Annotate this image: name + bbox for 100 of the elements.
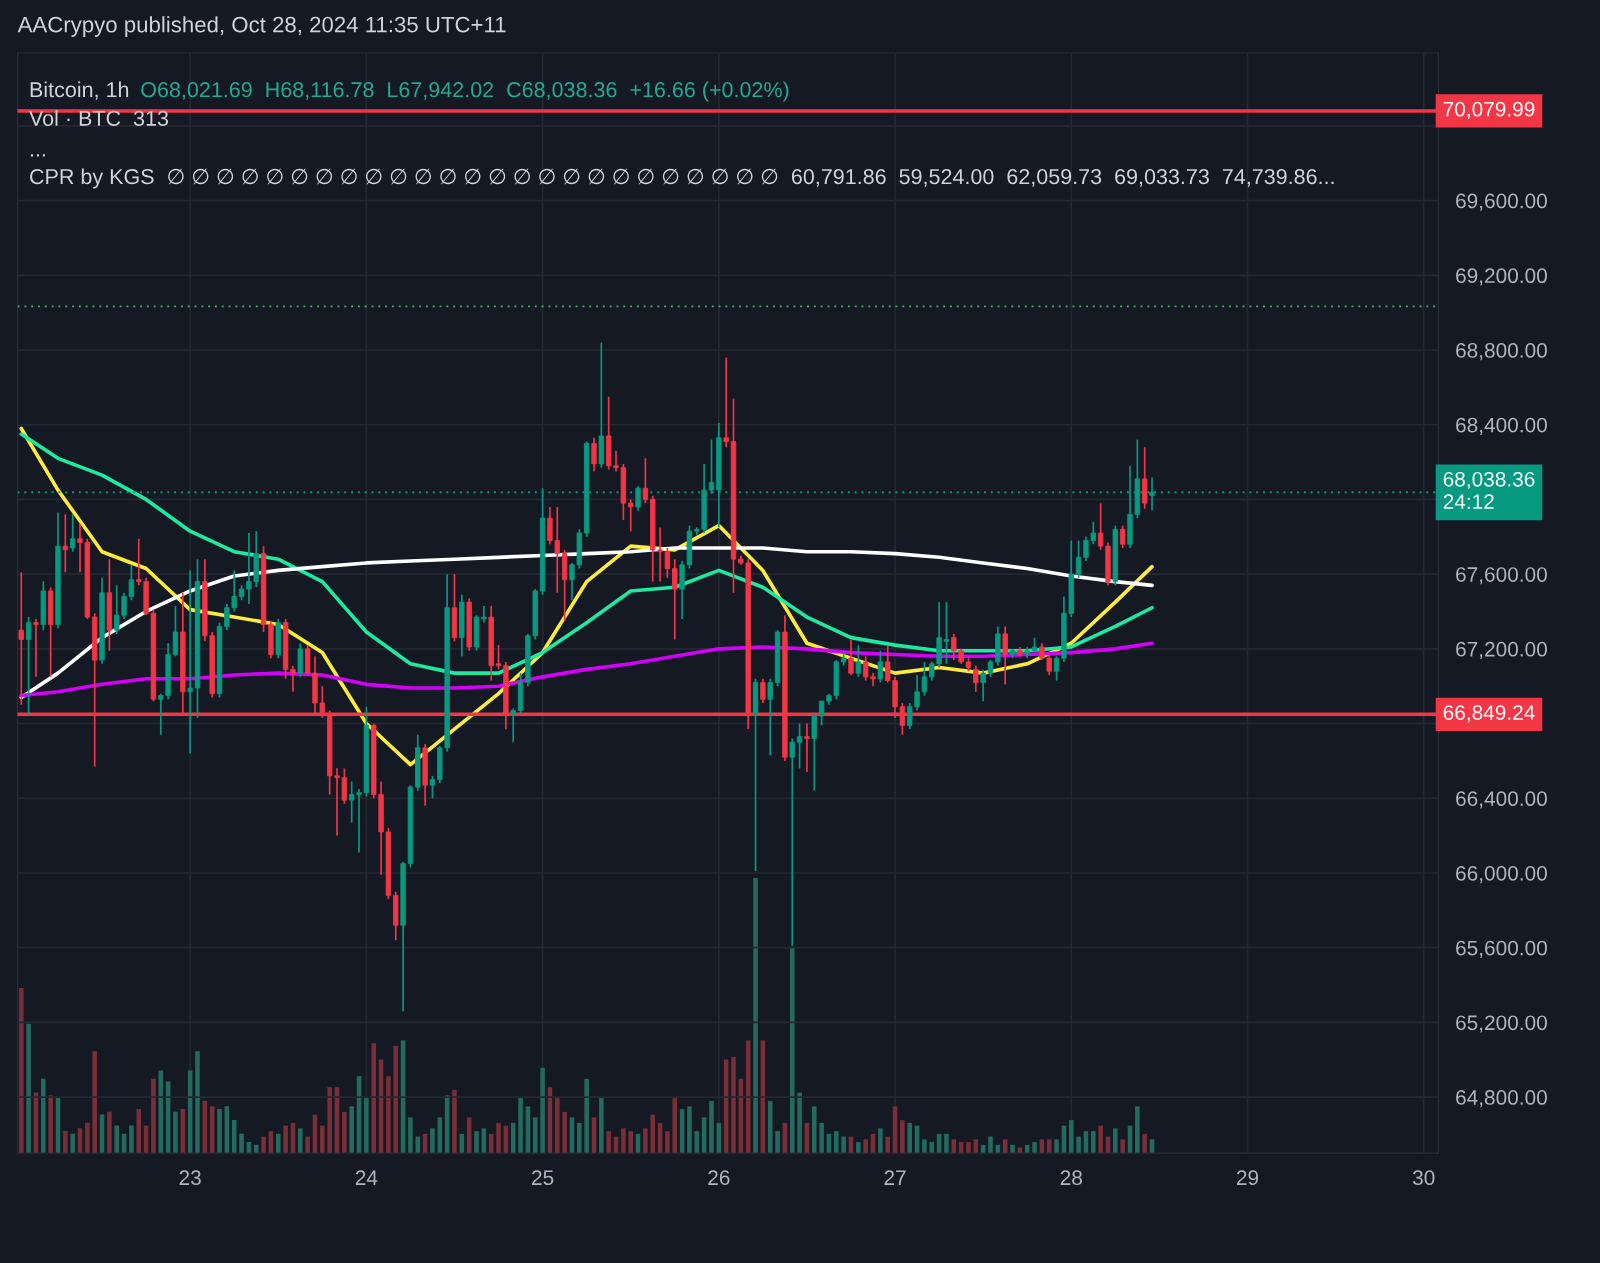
candlestick: [591, 436, 597, 473]
bar: [1076, 1136, 1081, 1154]
candlestick: [429, 775, 436, 800]
candlestick: [481, 605, 487, 624]
chart-title: AACrypyo published, Oct 28, 2024 11:35 UTC+11: [17, 16, 506, 37]
candlestick: [62, 513, 69, 574]
candlestick: [804, 722, 810, 773]
bar: [19, 988, 24, 1154]
annotation: Vol · BTC 313: [29, 110, 169, 126]
candlestick: [789, 737, 795, 947]
bar: [650, 1114, 656, 1154]
bar: [408, 1117, 413, 1154]
bar: [878, 1128, 883, 1154]
bar: [275, 1133, 281, 1154]
x-tick-label: 29: [1236, 1170, 1259, 1186]
bar: [540, 1067, 545, 1154]
bar: [863, 1139, 868, 1154]
bar: [253, 1144, 259, 1154]
y-tick-label: 66,400.00: [1456, 791, 1547, 809]
annotation: ...: [30, 154, 45, 157]
y-tick-label: 69,200.00: [1456, 268, 1547, 286]
y-tick-label: 65,600.00: [1456, 940, 1547, 958]
bar: [841, 1136, 846, 1154]
bar: [1046, 1139, 1052, 1154]
y-tick-label: 68,400.00: [1456, 417, 1547, 435]
candlestick: [642, 457, 649, 504]
x-tick-label: 30: [1412, 1170, 1435, 1186]
bar: [415, 1136, 421, 1154]
bar: [1098, 1125, 1103, 1154]
bar: [1091, 1131, 1096, 1154]
bar: [114, 1125, 119, 1154]
candlestick: [796, 722, 803, 770]
candlestick: [973, 664, 979, 693]
x-tick-label: 28: [1060, 1170, 1082, 1186]
bar: [900, 1120, 905, 1154]
candlestick: [1002, 625, 1008, 686]
bar: [687, 1106, 692, 1154]
bar: [48, 1095, 53, 1154]
bar: [349, 1106, 354, 1154]
bar: [907, 1122, 913, 1154]
annotation: O68,021.69 H68,116.78 L67,942.02 C68,038.36 +16.66 (+0.02%): [141, 81, 789, 102]
bar: [342, 1111, 347, 1154]
x-tick-label: 23: [179, 1170, 201, 1186]
candlestick: [855, 644, 862, 678]
y-tick-label: 65,200.00: [1456, 1015, 1547, 1033]
bar: [298, 1128, 303, 1154]
bar: [195, 1051, 200, 1154]
bar: [819, 1122, 824, 1154]
bar: [1068, 1120, 1074, 1154]
candlestick: [1119, 524, 1126, 549]
bar: [922, 1139, 927, 1154]
bar: [753, 878, 758, 1154]
bar: [386, 1076, 391, 1154]
bar: [643, 1128, 648, 1154]
bar: [929, 1142, 935, 1154]
bar: [812, 1106, 817, 1154]
candlestick: [811, 713, 817, 792]
bar: [239, 1133, 244, 1154]
bar: [151, 1078, 156, 1154]
bar: [562, 1111, 567, 1154]
bar: [261, 1136, 266, 1154]
bar: [1032, 1142, 1037, 1154]
bar: [85, 1122, 90, 1154]
bar: [988, 1136, 993, 1154]
bar: [26, 1023, 31, 1154]
candlestick: [672, 558, 678, 641]
bar: [966, 1142, 971, 1154]
x-tick-label: 26: [708, 1170, 730, 1186]
candlestick: [69, 513, 76, 553]
y-tick-label: 68,800.00: [1456, 343, 1547, 361]
bar: [834, 1131, 839, 1154]
bar: [283, 1125, 288, 1154]
bar: [577, 1122, 582, 1154]
bar: [430, 1128, 435, 1154]
bar: [1010, 1144, 1015, 1154]
bar: [665, 1131, 670, 1154]
bar: [944, 1133, 949, 1154]
y-tick-label: 64,800.00: [1456, 1090, 1547, 1108]
bar: [856, 1142, 861, 1154]
bar: [327, 1087, 332, 1154]
bar: [510, 1122, 516, 1154]
bar: [173, 1111, 178, 1154]
candlestick: [980, 668, 986, 702]
y-tick-label: 67,600.00: [1456, 567, 1547, 585]
bar: [1054, 1139, 1059, 1154]
x-tick-label: 25: [532, 1170, 554, 1186]
annotation: CPR by KGS ∅ ∅ ∅ ∅ ∅ ∅ ∅ ∅ ∅ ∅ ∅ ∅ ∅ ∅ ∅ ∅ ∅ ∅ ∅ ∅ ∅ ∅ ∅ ∅ ∅ 60,791.86 59,524.00 62,059.73 69,033.73 74,739.86...: [30, 168, 1334, 189]
bar: [628, 1131, 633, 1154]
candlestick: [877, 649, 884, 684]
bar: [70, 1133, 75, 1154]
candlestick: [187, 569, 193, 755]
candlestick: [495, 644, 502, 671]
ref-line-label: 66,849.24: [1443, 705, 1535, 723]
y-tick-label: 69,600.00: [1456, 193, 1547, 211]
bar: [532, 1117, 538, 1154]
y-tick-label: 67,200.00: [1456, 641, 1547, 660]
candlestick: [172, 605, 179, 658]
bar: [555, 1098, 560, 1154]
bar: [136, 1109, 142, 1154]
candlestick: [33, 618, 39, 678]
